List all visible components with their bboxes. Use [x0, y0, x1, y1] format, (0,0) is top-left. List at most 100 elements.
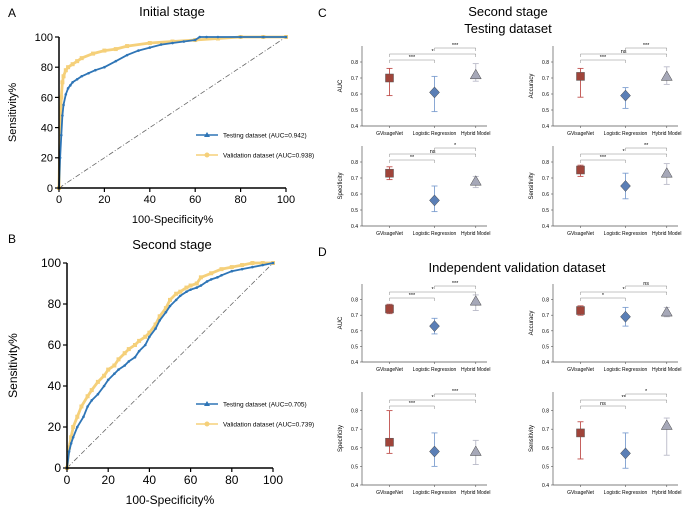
panel-b-point: [67, 450, 71, 453]
panel-b-point: [127, 360, 131, 363]
panel-d-auc-sig-label-2: ***: [452, 281, 459, 287]
panel-a-point: [66, 87, 70, 90]
panel-d-specificity-y-tick-label: 0.5: [351, 464, 358, 470]
panel-d-accuracy-y-axis-label: Accuracy: [529, 311, 535, 336]
panel-c-specificity-sig-label-0: **: [410, 155, 415, 161]
panel-b-point: [251, 265, 254, 269]
panel-b-x-axis-label: 100-Specificity%: [126, 493, 215, 507]
panel-d-accuracy-sig-bracket-2: [625, 285, 667, 289]
panel-a-x-tick-label: 80: [234, 194, 246, 206]
panel-b-legend-marker-1: [204, 421, 210, 427]
panel-b-point: [143, 334, 148, 339]
panel-c-sensitivity-y-tick-label: 0.7: [542, 176, 549, 182]
panel-c-specificity-y-tick-label: 0.8: [351, 160, 358, 166]
panel-d-sensitivity-sig-label-1: **: [621, 395, 626, 401]
panel-d-specificity-y-axis-label: Specificity: [338, 425, 344, 452]
panel-d-auc-marker-triangle: [469, 295, 482, 306]
panel-b-point: [69, 442, 73, 445]
panel-c-specificity-marker-triangle: [469, 175, 482, 186]
panel-d-specificity-y-tick-label: 0.4: [351, 483, 358, 489]
panel-a-point: [59, 95, 64, 100]
panel-b-point: [148, 335, 151, 339]
panel-b-point: [113, 372, 116, 376]
panel-b-point: [76, 425, 79, 429]
panel-c-letter: C: [318, 6, 327, 20]
panel-b-point: [158, 319, 161, 322]
panel-a-point: [148, 46, 152, 49]
panel-c-specificity-sig-bracket-0: [389, 159, 435, 163]
panel-a-point: [61, 114, 64, 117]
panel-c-accuracy-y-tick-label: 0.4: [542, 124, 549, 130]
panel-b-point: [143, 343, 147, 347]
panel-b-point: [271, 261, 275, 265]
panel-b-point: [174, 298, 178, 302]
panel-c-auc-x-tick-label: Hybrid Model: [461, 131, 490, 137]
panel-b-letter: B: [8, 232, 16, 246]
panel-d-auc-sig-bracket-1: [389, 291, 476, 295]
panel-c-accuracy-y-tick-label: 0.5: [542, 108, 549, 114]
panel-d-subchart-auc: 0.4 0.5 0.6 0.7 0.8 GVisageNet Logistic Regres…: [338, 281, 490, 373]
panel-b-point: [82, 415, 85, 419]
panel-b-point: [86, 405, 89, 408]
panel-a-y-tick-label: 40: [41, 122, 53, 134]
panel-b-point: [102, 373, 107, 378]
panel-b-point: [240, 267, 244, 271]
panel-d-sensitivity-sig-label-2: *: [645, 389, 648, 395]
panel-b-x-tick-label: 80: [225, 473, 239, 487]
panel-c-sensitivity-sig-bracket-0: [580, 159, 626, 163]
panel-c-specificity-sig-label-1: ns: [430, 149, 436, 155]
panel-c-accuracy-sig-bracket-2: [625, 47, 667, 51]
panel-d-auc-y-axis-label: AUC: [338, 316, 344, 329]
panel-a-chart: 0 20 40 60 80 100 0 20 40 60 80 100 100-Specificity%…: [7, 32, 314, 226]
panel-a-reference-line: [58, 36, 287, 189]
panel-c-auc-sig-label-0: ***: [409, 55, 416, 61]
panel-c-auc-y-tick-label: 0.6: [351, 92, 358, 98]
panel-b-point: [205, 280, 209, 283]
panel-d: D Independent validation dataset 0.40.50…: [318, 245, 681, 496]
panel-c-title: Second stage: [468, 4, 548, 19]
panel-a-legend-label-1: Validation dataset (AUC=0.938): [223, 153, 314, 160]
panel-b-x-tick-label: 100: [263, 473, 283, 487]
panel-d-accuracy-sig-label-1: *: [623, 287, 626, 293]
panel-b-y-tick-label: 100: [41, 256, 61, 270]
panel-c-sensitivity-marker-square: [576, 165, 585, 175]
panel-a-point: [87, 71, 90, 75]
panel-d-auc-y-tick-label: 0.5: [351, 344, 358, 350]
panel-a-point: [61, 74, 66, 79]
panel-a-y-tick-label: 0: [47, 183, 53, 195]
panel-d-accuracy-marker-triangle: [660, 306, 673, 317]
panel-c-accuracy-sig-label-2: ***: [643, 43, 650, 49]
panel-a-point: [284, 35, 288, 39]
panel-b-point: [154, 327, 157, 330]
panel-a-point: [198, 35, 202, 39]
panel-b-point: [116, 357, 121, 362]
panel-b-point: [189, 288, 192, 291]
panel-a-point: [94, 68, 97, 72]
panel-d-auc-y-tick-label: 0.8: [351, 298, 358, 304]
panel-b-y-axis-label: Sensitivity%: [6, 333, 20, 398]
panel-c-auc-sig-bracket-0: [389, 59, 435, 63]
panel-a-point: [159, 43, 163, 46]
panel-a-point: [80, 74, 83, 78]
panel-a-point: [262, 35, 265, 39]
panel-b-point: [220, 274, 223, 277]
panel-c-subchart-accuracy: 0.4 0.5 0.6 0.7 0.8 GVisageNet Logistic Regres…: [529, 43, 681, 137]
panel-d-accuracy-sig-bracket-1: [580, 291, 667, 295]
panel-b-point: [163, 306, 168, 311]
panel-d-specificity-x-tick-label: Logistic Regression: [413, 490, 457, 496]
panel-a-point: [70, 62, 75, 67]
panel-a-y-tick-label: 60: [41, 92, 53, 104]
panel-c-specificity-y-axis-label: Specificity: [338, 172, 344, 199]
panel-c-specificity-x-tick-label: Hybrid Model: [461, 231, 490, 237]
panel-a-x-tick-label: 20: [98, 194, 110, 206]
panel-b-point: [96, 392, 100, 396]
panel-d-auc-marker-diamond: [429, 320, 440, 332]
panel-d-specificity-y-tick-label: 0.6: [351, 446, 358, 452]
panel-a-x-tick-label: 60: [189, 194, 201, 206]
panel-d-auc-x-tick-label: Logistic Regression: [413, 367, 457, 373]
panel-d-accuracy-sig-label-2: ns: [643, 281, 649, 287]
panel-a-point: [69, 84, 72, 87]
panel-c-specificity-sig-bracket-2: [434, 147, 476, 151]
panel-b-point: [216, 276, 219, 279]
panel-c-subchart-sensitivity: 0.4 0.5 0.6 0.7 0.8 GVisageNet Logistic Regres…: [529, 143, 681, 237]
